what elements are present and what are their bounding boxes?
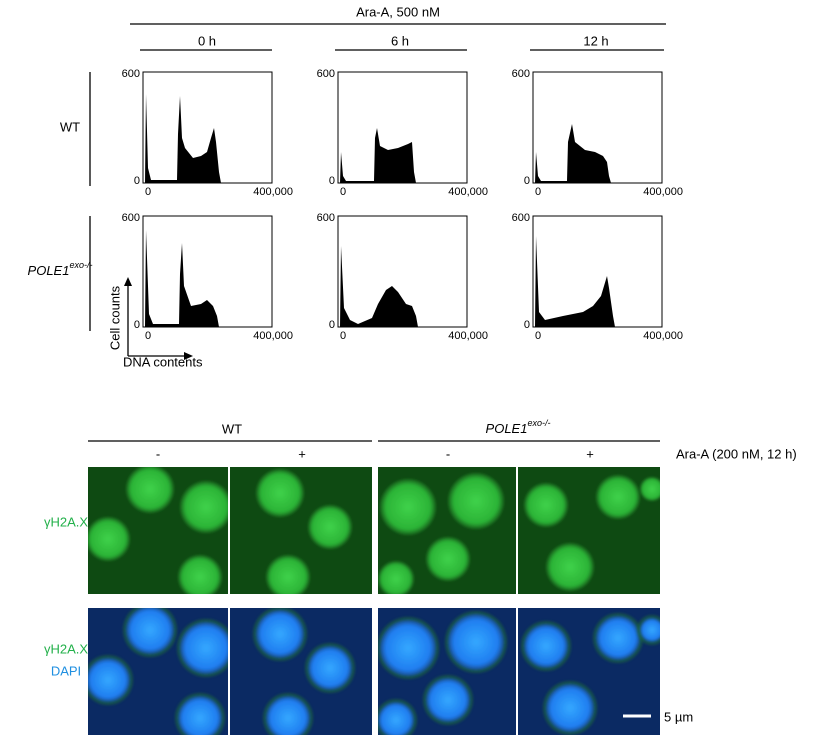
- channel-label: DAPI: [51, 663, 81, 678]
- y-tick-label: 600: [512, 212, 530, 224]
- cell: [524, 624, 568, 668]
- micrographs: [88, 467, 660, 735]
- cell: [380, 479, 436, 535]
- y-tick-label: 0: [134, 319, 140, 331]
- y-tick-label: 600: [122, 68, 140, 80]
- micrograph: [378, 467, 516, 594]
- row-label-base: POLE1: [28, 263, 70, 278]
- arrow-head: [124, 277, 132, 286]
- y-tick-label: 600: [317, 212, 335, 224]
- x-tick-label: 400,000: [643, 330, 683, 342]
- cell: [426, 678, 470, 722]
- group-label-sup: exo-/-: [527, 418, 550, 428]
- cell: [126, 608, 174, 654]
- x-tick-label: 400,000: [253, 330, 293, 342]
- y-tick-label: 0: [134, 175, 140, 187]
- histogram: [143, 230, 219, 327]
- time-label: 12 h: [583, 33, 608, 48]
- cell: [640, 477, 660, 501]
- cell: [126, 467, 174, 513]
- treatment-label: Ara-A (200 nM, 12 h): [676, 446, 797, 461]
- x-tick-label: 0: [340, 330, 346, 342]
- row-label-sup: exo-/-: [69, 260, 92, 270]
- scale-bar-label: 5 µm: [664, 709, 693, 724]
- x-tick-label: 400,000: [643, 186, 683, 198]
- cell: [178, 696, 222, 735]
- micrograph: [230, 608, 372, 735]
- cell: [380, 620, 436, 676]
- y-tick-label: 0: [329, 319, 335, 331]
- cell: [546, 543, 594, 591]
- arrow-head: [184, 352, 193, 360]
- cell: [596, 616, 640, 660]
- micrograph: [378, 608, 516, 735]
- x-tick-label: 0: [535, 186, 541, 198]
- y-tick-label: 0: [329, 175, 335, 187]
- cell: [256, 610, 304, 658]
- x-tick-label: 400,000: [448, 186, 488, 198]
- micrograph: [88, 467, 228, 594]
- y-tick-label: 600: [512, 68, 530, 80]
- time-label: 0 h: [198, 33, 216, 48]
- cell: [266, 555, 310, 594]
- cell: [178, 555, 222, 594]
- histogram: [533, 236, 615, 327]
- cell: [256, 469, 304, 517]
- cell: [448, 473, 504, 529]
- cell: [180, 622, 228, 674]
- cell: [448, 614, 504, 670]
- cell: [180, 481, 228, 533]
- cell: [596, 475, 640, 519]
- group-label: WT: [222, 421, 242, 436]
- micrograph: [518, 608, 660, 735]
- micrograph: [518, 467, 660, 594]
- treatment-label: Ara-A, 500 nM: [356, 4, 440, 19]
- cell: [266, 696, 310, 735]
- cell: [524, 483, 568, 527]
- group-label: POLE1exo-/-: [486, 418, 551, 436]
- histogram: [338, 246, 418, 327]
- cell: [426, 537, 470, 581]
- cell: [378, 561, 414, 594]
- cell: [640, 618, 660, 642]
- y-tick-label: 600: [122, 212, 140, 224]
- cell: [88, 517, 130, 561]
- cell: [378, 702, 414, 735]
- micrograph: [230, 467, 372, 594]
- condition-label: +: [586, 446, 594, 461]
- x-tick-label: 400,000: [448, 330, 488, 342]
- row-label: WT: [60, 119, 80, 134]
- row-label: POLE1exo-/-: [28, 260, 93, 278]
- time-label: 6 h: [391, 33, 409, 48]
- condition-label: -: [446, 446, 450, 461]
- y-tick-label: 600: [317, 68, 335, 80]
- cell: [308, 505, 352, 549]
- micrograph: [88, 608, 228, 735]
- x-axis-label: DNA contents: [123, 354, 203, 369]
- x-tick-label: 0: [145, 330, 151, 342]
- y-tick-label: 0: [524, 319, 530, 331]
- histogram: [338, 128, 416, 183]
- cell: [308, 646, 352, 690]
- y-tick-label: 0: [524, 175, 530, 187]
- cell: [546, 684, 594, 732]
- cell: [88, 658, 130, 702]
- histogram: [143, 94, 221, 183]
- x-tick-label: 0: [145, 186, 151, 198]
- x-tick-label: 0: [535, 330, 541, 342]
- channel-label: γH2A.X: [44, 514, 88, 529]
- group-label-base: POLE1: [486, 421, 528, 436]
- x-tick-label: 0: [340, 186, 346, 198]
- condition-label: +: [298, 446, 306, 461]
- channel-label: γH2A.X: [44, 641, 88, 656]
- histogram: [533, 124, 611, 183]
- x-tick-label: 400,000: [253, 186, 293, 198]
- y-axis-label: Cell counts: [107, 285, 122, 350]
- condition-label: -: [156, 446, 160, 461]
